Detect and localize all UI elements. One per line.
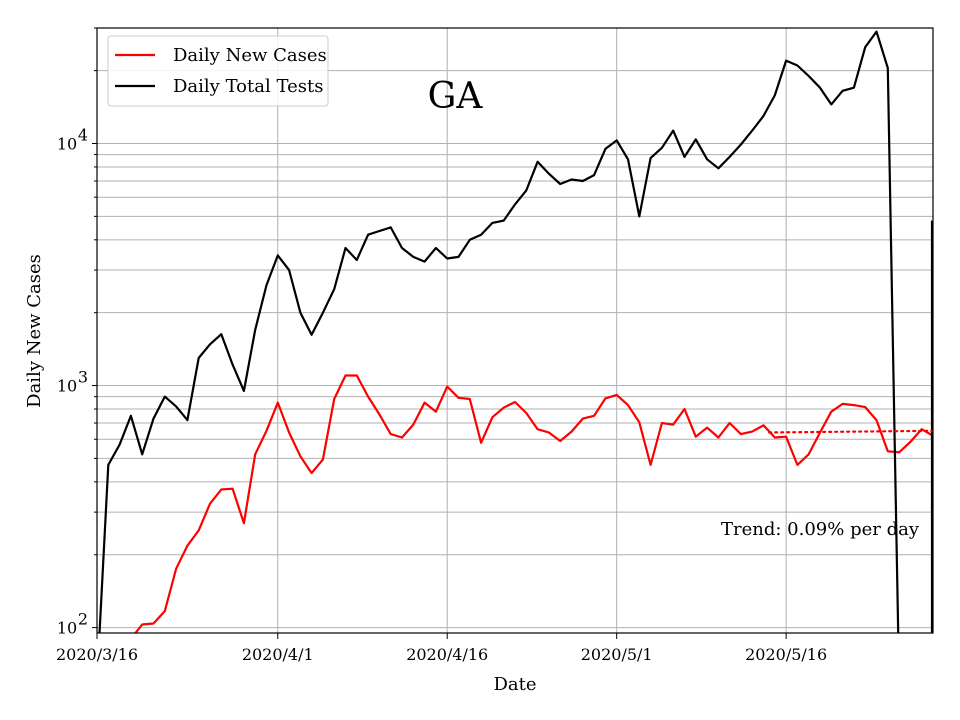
trend-annotation: Trend: 0.09% per day — [721, 519, 920, 540]
x-tick-label: 2020/4/16 — [406, 645, 488, 664]
legend-label-daily-new-cases: Daily New Cases — [173, 45, 327, 66]
plot-frame — [96, 27, 934, 634]
series-line-daily-total-tests — [98, 30, 900, 633]
chart-title: GA — [428, 76, 484, 117]
x-tick-label: 2020/5/1 — [581, 645, 653, 664]
series-line-daily-new-cases — [134, 374, 933, 633]
axis-layer: 2020/3/16 2020/4/1 2020/4/16 2020/5/1 2020/5… — [56, 27, 827, 664]
y-tick-exponent: 3 — [78, 368, 88, 387]
y-tick-label: 10 — [57, 377, 77, 396]
series-layer — [98, 30, 933, 633]
y-tick-exponent: 2 — [78, 610, 88, 629]
x-tick-label: 2020/4/1 — [242, 645, 314, 664]
legend: Daily New Cases Daily Total Tests — [107, 35, 329, 107]
y-tick-exponent: 4 — [78, 125, 88, 144]
legend-label-daily-total-tests: Daily Total Tests — [173, 76, 323, 97]
y-tick-label: 10 — [57, 134, 77, 153]
y-axis-label: Daily New Cases — [24, 254, 45, 408]
y-tick-label: 10 — [57, 619, 77, 638]
x-tick-label: 2020/5/16 — [745, 645, 827, 664]
x-axis-label: Date — [493, 674, 536, 695]
x-tick-label: 2020/3/16 — [56, 645, 138, 664]
legend-box — [107, 35, 329, 107]
